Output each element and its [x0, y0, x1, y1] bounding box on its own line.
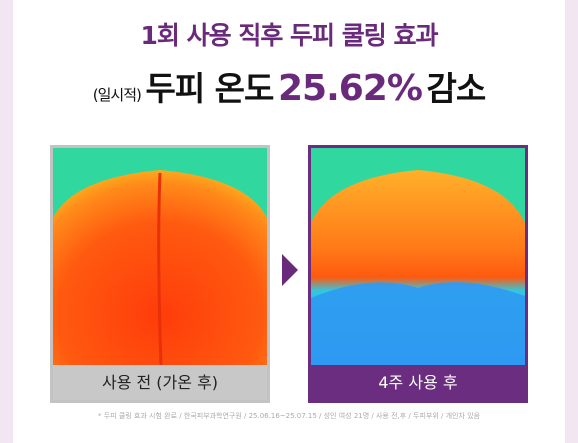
- title: 1회 사용 직후 두피 쿨링 효과: [140, 21, 439, 50]
- caption: 4주 사용 후: [311, 365, 525, 400]
- headline: (일시적) 두피 온도 25.62% 감소: [0, 62, 578, 110]
- figure: 25.62%: [277, 68, 423, 109]
- thermal-after: [311, 148, 525, 365]
- result: 감소: [426, 69, 487, 108]
- note: (일시적): [92, 86, 142, 104]
- caption: 사용 전 (가온 후): [53, 365, 267, 400]
- footnote: * 두피 쿨링 효과 시험 완료 / 한국피부과학연구원 / 25.06.16~…: [98, 412, 480, 420]
- after-panel: 4주 사용 후: [308, 145, 528, 403]
- thermal-before: [53, 148, 267, 365]
- subject: 두피 온도: [145, 69, 274, 108]
- side-band: [565, 0, 578, 443]
- arrow: [282, 254, 298, 286]
- before-panel: 사용 전 (가온 후): [50, 145, 270, 403]
- side-band: [0, 0, 13, 443]
